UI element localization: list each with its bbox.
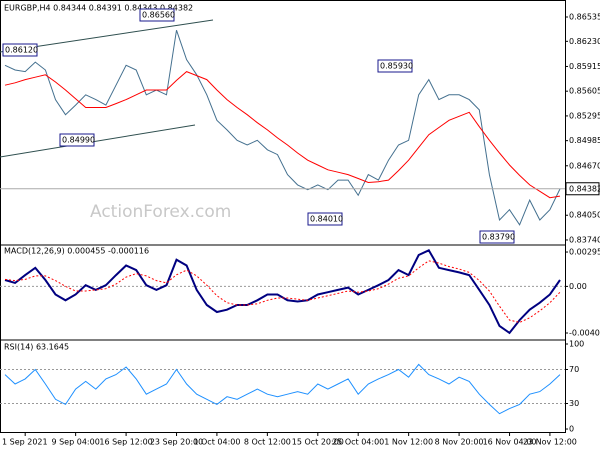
x-tick-label: 15 Oct 20:00 [292, 438, 344, 447]
y-tick-label: 0.84670 [569, 161, 600, 170]
price-annotation: 0.86560 [142, 11, 175, 20]
price-annotation: 0.85930 [380, 62, 413, 71]
price-annotation-box [139, 8, 175, 22]
series-line [4, 260, 561, 323]
y-tick-label: 30 [569, 399, 579, 408]
x-tick-label: 8 Nov 20:00 [435, 438, 484, 447]
y-tick-label: 0.00 [569, 282, 587, 291]
y-tick-label: 0 [569, 425, 574, 434]
series-line [4, 363, 561, 415]
y-tick-label: 0.85915 [569, 62, 600, 71]
price-annotation-box [307, 212, 343, 226]
y-tick-label: 0.85605 [569, 87, 600, 96]
rsi-title: RSI(14) 63.1645 [4, 343, 69, 352]
y-tick-label: 0.83740 [569, 235, 600, 244]
x-tick-label: 8 Oct 12:00 [244, 438, 291, 447]
price-annotation-box [377, 59, 413, 73]
current-price-label: 0.84382 [569, 184, 600, 193]
chart-title: EURGBP,H4 0.84344 0.84391 0.84343 0.8438… [4, 4, 193, 13]
x-tick-label: 23 Nov 12:00 [523, 438, 577, 447]
x-tick-label: 25 Oct 04:00 [332, 438, 384, 447]
y-tick-label: 0.86535 [569, 12, 600, 21]
price-annotation: 0.83790 [482, 233, 515, 242]
watermark: ActionForex.com [90, 202, 231, 222]
x-tick-label: 16 Nov 04:00 [483, 438, 537, 447]
channel-line [0, 124, 196, 158]
x-tick-label: 1 Sep 2021 [2, 438, 48, 447]
y-tick-label: 70 [569, 365, 579, 374]
price-annotation: 0.84010 [310, 215, 343, 224]
series-line [4, 30, 561, 226]
x-tick-label: 1 Nov 12:00 [384, 438, 433, 447]
price-annotation-box [479, 230, 515, 244]
price-annotation-box [2, 43, 38, 57]
macd-title: MACD(12,26,9) 0.000455 -0.000116 [4, 247, 149, 256]
y-tick-label: 0.86230 [569, 37, 600, 46]
x-tick-label: 1 Oct 04:00 [193, 438, 240, 447]
current-price-box [565, 182, 600, 196]
price-annotation: 0.84990 [62, 136, 95, 145]
price-annotation-box [59, 133, 95, 147]
y-tick-label: 0.84985 [569, 136, 600, 145]
x-tick-label: 16 Sep 12:00 [99, 438, 152, 447]
y-tick-label: 100 [569, 339, 584, 348]
y-tick-label: -0.004009 [569, 329, 600, 338]
y-tick-label: 0.84050 [569, 211, 600, 220]
x-tick-label: 9 Sep 04:00 [51, 438, 99, 447]
plot-frame [0, 0, 566, 433]
y-tick-label: 0.002955 [569, 248, 600, 257]
series-line [4, 71, 561, 199]
price-annotation: 0.86120 [5, 46, 38, 55]
series-line [4, 249, 561, 335]
x-tick-label: 23 Sep 20:00 [150, 438, 203, 447]
y-tick-label: 0.85295 [569, 111, 600, 120]
